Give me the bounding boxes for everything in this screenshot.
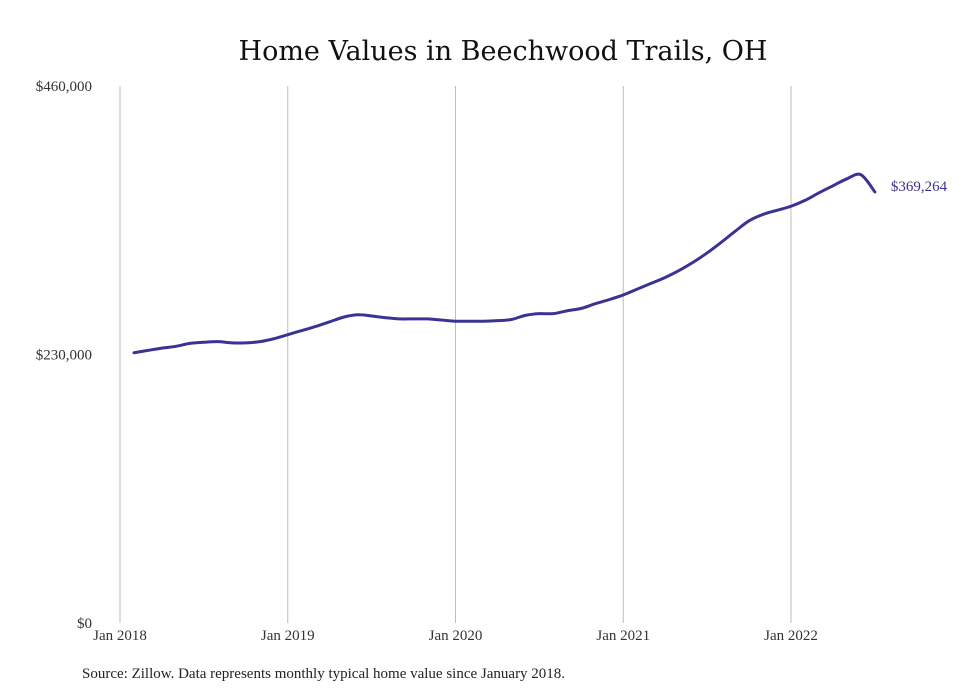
- series-layer: $369,264: [132, 172, 948, 355]
- x-tick-label: Jan 2021: [596, 628, 650, 644]
- line-chart: Home Values in Beechwood Trails, OH $0 $2…: [36, 36, 948, 644]
- chart-title: Home Values in Beechwood Trails, OH: [239, 36, 768, 67]
- x-tick-label: Jan 2020: [429, 628, 483, 644]
- y-tick-label: $460,000: [36, 79, 92, 95]
- x-tick-label: Jan 2018: [93, 628, 147, 644]
- x-tick-label: Jan 2022: [764, 628, 818, 644]
- end-value-label: $369,264: [891, 179, 948, 195]
- source-note: Source: Zillow. Data represents monthly …: [82, 666, 566, 682]
- series-line: [132, 172, 877, 355]
- x-tick-label: Jan 2019: [261, 628, 315, 644]
- x-axis: Jan 2018 Jan 2019 Jan 2020 Jan 2021 Jan 2022: [93, 628, 818, 644]
- y-axis: $0 $230,000 $460,000: [36, 79, 92, 632]
- gridlines: [119, 86, 792, 623]
- y-tick-label: $230,000: [36, 348, 92, 364]
- y-tick-label: $0: [77, 616, 92, 632]
